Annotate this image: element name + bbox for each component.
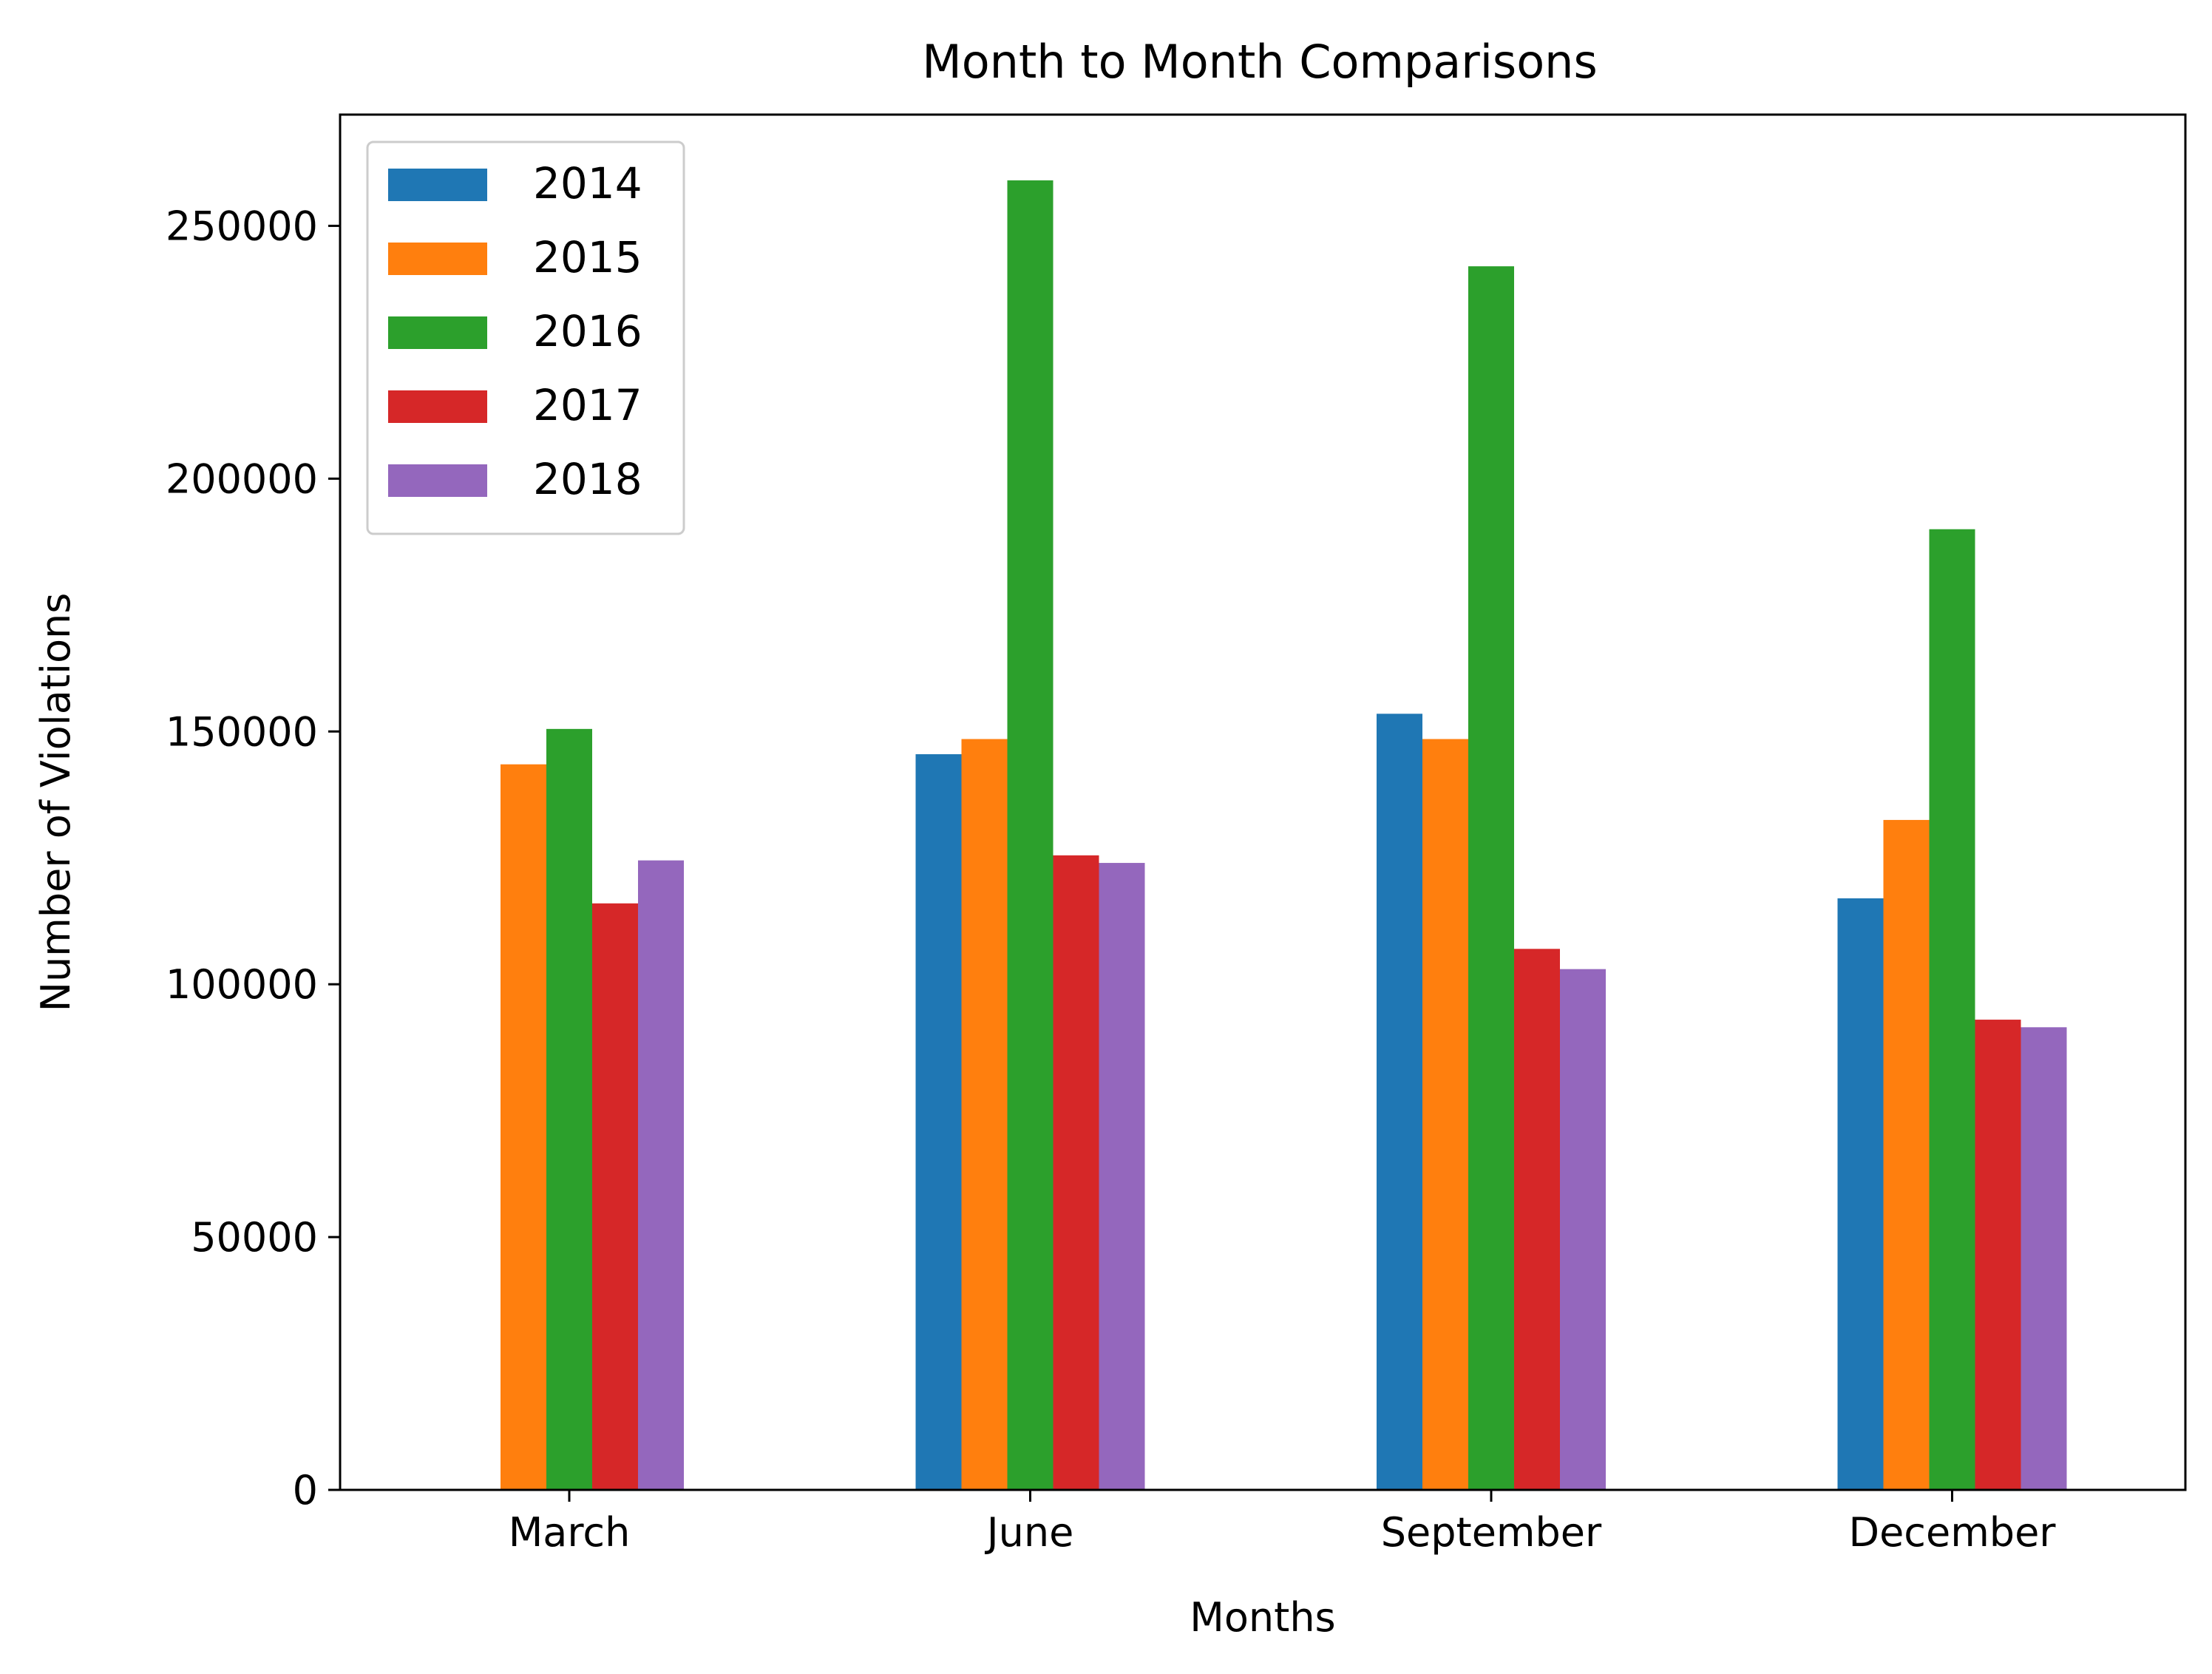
legend-swatch-2016 bbox=[388, 316, 487, 349]
legend-swatch-2017 bbox=[388, 390, 487, 423]
y-tick-label: 200000 bbox=[166, 455, 318, 502]
legend-box bbox=[366, 140, 685, 535]
bar-2018-september bbox=[1560, 969, 1606, 1490]
bar-2016-september bbox=[1468, 266, 1514, 1490]
y-tick-label: 250000 bbox=[166, 203, 318, 249]
legend-label-2014: 2014 bbox=[533, 158, 642, 209]
bar-2017-june bbox=[1053, 855, 1099, 1490]
x-tick-label: June bbox=[985, 1509, 1074, 1556]
bar-2018-december bbox=[2021, 1027, 2067, 1490]
legend-label-2015: 2015 bbox=[533, 232, 642, 282]
y-tick-label: 100000 bbox=[166, 961, 318, 1008]
bar-2018-june bbox=[1099, 863, 1145, 1490]
x-tick-label: September bbox=[1381, 1509, 1602, 1556]
y-tick-label: 0 bbox=[293, 1467, 318, 1514]
plot-frame bbox=[339, 113, 2187, 1491]
bar-2018-march bbox=[638, 860, 684, 1490]
bar-2014-september bbox=[1377, 714, 1422, 1491]
legend-label-2018: 2018 bbox=[533, 454, 642, 504]
x-axis: March June September December bbox=[509, 1490, 2056, 1556]
bar-2014-june bbox=[915, 754, 962, 1490]
legend-swatch-2015 bbox=[388, 243, 487, 275]
bar-2015-june bbox=[961, 739, 1008, 1490]
y-axis: 0 50000 100000 150000 200000 250000 bbox=[166, 203, 340, 1514]
bar-2015-march bbox=[501, 764, 546, 1490]
legend-label-2016: 2016 bbox=[533, 306, 642, 356]
bar-2015-december bbox=[1883, 819, 1930, 1490]
bars-group bbox=[501, 180, 2067, 1491]
bar-2017-march bbox=[592, 903, 638, 1490]
bar-2017-december bbox=[1975, 1020, 2021, 1490]
legend-label-2017: 2017 bbox=[533, 380, 642, 430]
bar-2015-september bbox=[1422, 739, 1468, 1490]
chart-title: Month to Month Comparisons bbox=[922, 35, 1598, 89]
bar-2016-june bbox=[1007, 180, 1054, 1490]
bar-2014-december bbox=[1837, 898, 1884, 1490]
y-axis-label: Number of Violations bbox=[33, 593, 79, 1012]
x-tick-label: December bbox=[1848, 1509, 2056, 1556]
legend-swatch-2014 bbox=[388, 169, 487, 201]
legend-swatch-2018 bbox=[388, 464, 487, 497]
legend: 2014 2015 2016 2017 2018 bbox=[366, 140, 685, 535]
bar-2016-march bbox=[546, 728, 592, 1490]
bar-2017-september bbox=[1514, 949, 1560, 1490]
y-tick-label: 50000 bbox=[191, 1214, 318, 1261]
x-tick-label: March bbox=[509, 1509, 631, 1556]
y-tick-label: 150000 bbox=[166, 708, 318, 755]
bar-2016-december bbox=[1929, 529, 1975, 1490]
x-axis-label: Months bbox=[1190, 1594, 1335, 1641]
